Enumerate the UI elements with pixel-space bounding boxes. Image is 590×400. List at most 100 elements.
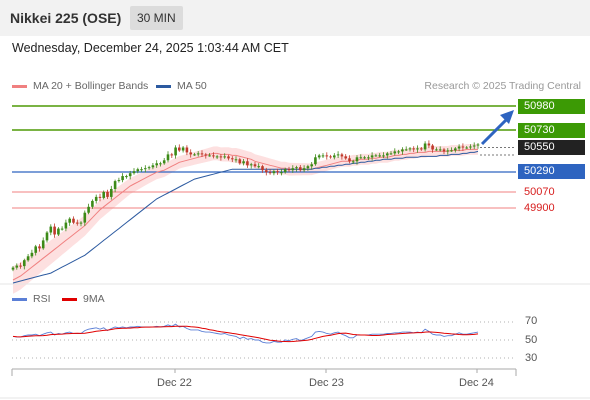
forecast-arrow-head bbox=[500, 110, 514, 124]
candle-body bbox=[76, 222, 79, 224]
candle-body bbox=[128, 173, 132, 177]
candle-body bbox=[144, 168, 147, 170]
legend-rsi-label: RSI bbox=[33, 293, 51, 305]
candle-body bbox=[238, 159, 242, 164]
candle-body bbox=[223, 156, 226, 158]
candle-body bbox=[367, 157, 370, 159]
candle-body bbox=[438, 149, 442, 151]
candle-body bbox=[416, 148, 419, 150]
last-price-tag: 50550 bbox=[518, 140, 585, 155]
candle-body bbox=[420, 148, 423, 150]
candle-body bbox=[102, 192, 105, 198]
candle-body bbox=[268, 172, 272, 174]
candle-body bbox=[45, 232, 49, 241]
candle-body bbox=[219, 156, 223, 158]
candle-body bbox=[472, 145, 476, 147]
candle-body bbox=[261, 166, 264, 171]
candle-body bbox=[94, 196, 98, 201]
candle-body bbox=[344, 156, 347, 159]
candle-body bbox=[215, 156, 219, 158]
candle-body bbox=[246, 161, 249, 166]
candle-body bbox=[401, 149, 404, 152]
candle-body bbox=[132, 171, 136, 174]
candle-body bbox=[155, 163, 158, 166]
candle-body bbox=[257, 166, 260, 168]
candle-body bbox=[306, 166, 310, 169]
candle-body bbox=[136, 169, 140, 172]
rsi-9ma-swatch bbox=[62, 297, 77, 301]
candle-body bbox=[283, 169, 287, 173]
candle-body bbox=[91, 200, 94, 207]
candle-body bbox=[170, 154, 174, 156]
candle-body bbox=[408, 148, 412, 150]
candle-body bbox=[370, 155, 374, 158]
candle-body bbox=[72, 218, 75, 223]
candle-body bbox=[314, 157, 317, 165]
candle-body bbox=[295, 167, 298, 169]
candle-body bbox=[386, 153, 389, 156]
candle-body bbox=[196, 153, 200, 155]
candle-body bbox=[351, 161, 355, 163]
page-title: Nikkei 225 (OSE) bbox=[10, 10, 122, 26]
candle-body bbox=[117, 180, 121, 182]
rsi-line bbox=[12, 323, 479, 344]
candle-body bbox=[340, 154, 344, 157]
x-label-dec22: Dec 22 bbox=[157, 377, 192, 389]
credit-text: Research © 2025 Trading Central bbox=[424, 80, 581, 92]
rsi-tick-50: 50 bbox=[525, 334, 538, 346]
candle-body bbox=[140, 169, 143, 171]
candle-body bbox=[423, 143, 427, 150]
candle-body bbox=[329, 156, 332, 158]
candle-body bbox=[159, 163, 162, 165]
candle-body bbox=[465, 147, 468, 149]
legend-ma20-label: MA 20 + Bollinger Bands bbox=[33, 80, 149, 92]
timeframe-badge[interactable]: 30 MIN bbox=[130, 6, 183, 30]
candle-body bbox=[389, 153, 393, 155]
candle-body bbox=[147, 167, 151, 169]
rsi-9ma-line bbox=[12, 325, 479, 343]
candle-body bbox=[53, 226, 56, 235]
candle-body bbox=[435, 149, 438, 151]
candle-body bbox=[30, 252, 34, 257]
candle-body bbox=[41, 240, 45, 249]
candle-body bbox=[23, 260, 26, 267]
candle-body bbox=[355, 157, 359, 162]
candle-body bbox=[200, 153, 204, 155]
candle-body bbox=[208, 155, 211, 157]
candle-body bbox=[181, 147, 185, 151]
candle-body bbox=[427, 143, 431, 146]
candle-body bbox=[450, 150, 453, 152]
candle-body bbox=[83, 212, 87, 223]
candle-body bbox=[321, 155, 325, 157]
candle-body bbox=[204, 154, 208, 156]
candle-body bbox=[336, 154, 340, 156]
candle-body bbox=[68, 218, 71, 223]
ma50-swatch bbox=[156, 84, 171, 88]
candle-body bbox=[26, 256, 30, 261]
candle-body bbox=[151, 165, 155, 168]
candle-body bbox=[212, 155, 215, 157]
candle-body bbox=[348, 158, 351, 162]
candle-body bbox=[287, 169, 291, 171]
candle-body bbox=[15, 265, 19, 268]
candle-body bbox=[325, 155, 329, 157]
candle-body bbox=[38, 246, 41, 249]
legend-9ma: 9MA bbox=[62, 293, 105, 305]
candle-body bbox=[359, 157, 363, 159]
rsi-swatch bbox=[12, 297, 27, 301]
level-tag-r2: 50980 bbox=[518, 99, 585, 114]
level-tag-s2: 49900 bbox=[524, 202, 555, 214]
legend-rsi: RSI bbox=[12, 293, 51, 305]
candle-body bbox=[234, 159, 238, 161]
candle-body bbox=[333, 155, 336, 158]
candle-body bbox=[98, 196, 102, 198]
candle-body bbox=[393, 151, 397, 154]
legend-ma50-label: MA 50 bbox=[177, 80, 207, 92]
x-label-dec23: Dec 23 bbox=[309, 377, 344, 389]
x-label-dec24: Dec 24 bbox=[459, 377, 494, 389]
level-tag-pivot: 50290 bbox=[518, 164, 585, 179]
candle-body bbox=[253, 164, 257, 167]
rsi-tick-30: 30 bbox=[525, 352, 538, 364]
candle-body bbox=[121, 176, 124, 181]
